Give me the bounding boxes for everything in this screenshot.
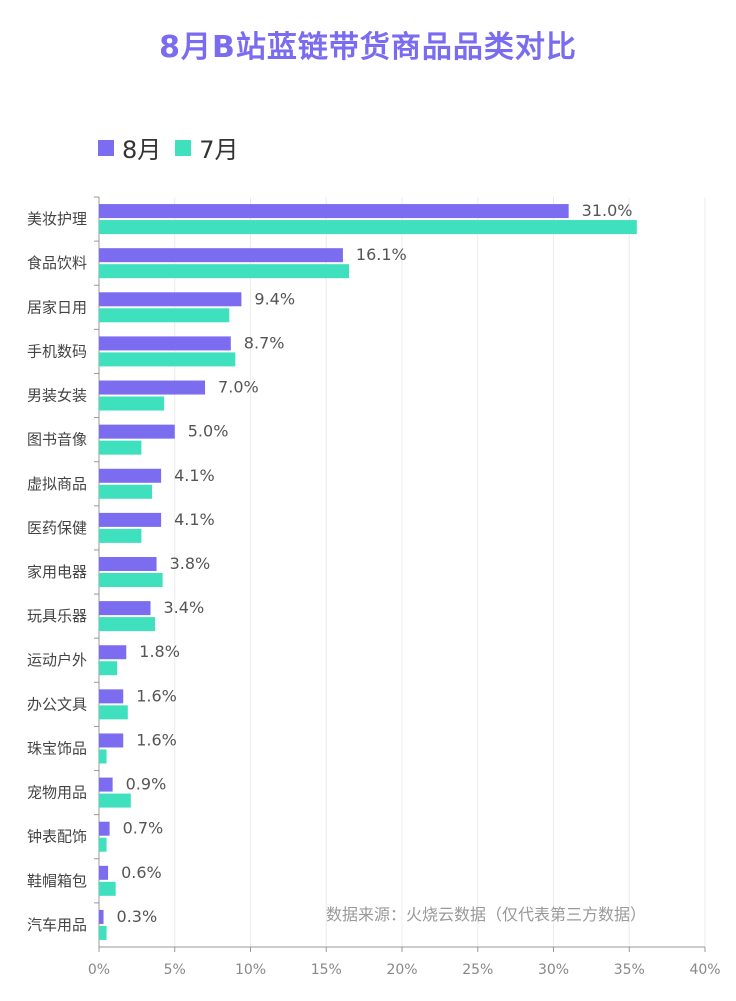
data-label-aug: 1.8% [139,642,180,661]
bar-jul [99,308,230,323]
category-label: 运动户外 [27,651,87,669]
x-tick-label: 5% [164,962,186,978]
bar-jul [99,528,142,543]
category-label: 手机数码 [27,342,87,360]
data-label-aug: 4.1% [174,466,215,485]
bar-aug [99,645,127,660]
bar-aug [99,336,231,351]
category-label: 玩具乐器 [27,607,87,625]
category-label: 美妆护理 [27,210,87,228]
x-tick-label: 40% [689,962,720,978]
source-note: 数据来源：火烧云数据（仅代表第三方数据） [326,905,647,924]
data-label-aug: 0.3% [117,907,158,926]
data-label-aug: 3.8% [170,554,211,573]
category-label: 宠物用品 [27,784,87,802]
bar-aug [99,424,175,439]
data-label-aug: 0.9% [126,775,167,794]
bar-jul [99,837,107,852]
legend-item-jul[interactable]: 7月 [175,130,239,165]
bar-aug [99,204,569,219]
category-label: 居家日用 [27,298,87,316]
bar-jul [99,661,118,676]
bar-jul [99,793,131,808]
category-label: 家用电器 [27,563,87,581]
bar-aug [99,733,124,748]
data-label-aug: 8.7% [244,333,285,352]
category-label: 办公文具 [27,695,87,713]
x-tick-label: 10% [235,962,266,978]
category-label: 图书音像 [27,431,87,449]
bar-jul [99,925,107,940]
bar-jul [99,352,236,367]
bar-jul [99,396,165,411]
data-label-aug: 0.6% [121,863,162,882]
chart-title: 8月B站蓝链带货商品品类对比 [159,30,577,65]
data-label-aug: 7.0% [218,378,259,397]
category-label: 医药保健 [27,519,87,537]
bar-jul [99,705,128,720]
data-label-aug: 16.1% [356,245,407,264]
data-label-aug: 1.6% [136,730,177,749]
x-tick-label: 30% [538,962,569,978]
x-tick-label: 0% [88,962,110,978]
data-label-aug: 3.4% [164,598,205,617]
bar-aug [99,689,124,704]
bar-aug [99,557,157,571]
x-tick-label: 15% [311,962,342,978]
category-label: 男装女装 [27,387,87,405]
legend-item-aug[interactable]: 8月 [98,130,161,165]
data-label-aug: 1.6% [136,686,177,705]
bar-aug [99,468,162,483]
bar-aug [99,821,110,836]
category-label: 食品饮料 [27,254,87,272]
legend-swatch-aug [98,139,114,156]
data-label-aug: 9.4% [254,289,295,308]
data-label-aug: 31.0% [582,201,633,220]
bar-aug [99,380,206,395]
data-label-aug: 0.7% [123,819,164,838]
x-tick-label: 25% [462,962,493,978]
bar-aug [99,292,242,307]
bar-aug [99,248,343,263]
category-label: 珠宝饰品 [27,739,87,757]
category-label: 虚拟商品 [27,475,87,493]
category-label: 鞋帽箱包 [27,872,87,890]
bar-aug [99,865,109,880]
bar-jul [99,881,116,896]
bar-jul [99,484,153,499]
legend-swatch-jul [175,139,192,156]
category-label: 钟表配饰 [27,828,87,846]
legend-label-jul: 7月 [199,136,239,164]
x-tick-label: 20% [386,962,417,978]
bar-jul [99,749,107,764]
bar-jul [99,264,349,279]
x-tick-label: 35% [614,962,645,978]
data-label-aug: 4.1% [174,510,215,529]
data-label-aug: 5.0% [188,422,229,441]
bar-jul [99,617,156,632]
category-label: 汽车用品 [27,916,87,934]
bar-jul [99,573,163,587]
legend: 8月 7月 [98,130,253,165]
bar-jul [99,220,637,235]
legend-label-aug: 8月 [122,136,162,164]
bar-aug [99,777,113,792]
bar-aug [99,601,151,616]
bar-aug [99,512,162,527]
bar-aug [99,909,104,924]
bar-jul [99,440,142,455]
